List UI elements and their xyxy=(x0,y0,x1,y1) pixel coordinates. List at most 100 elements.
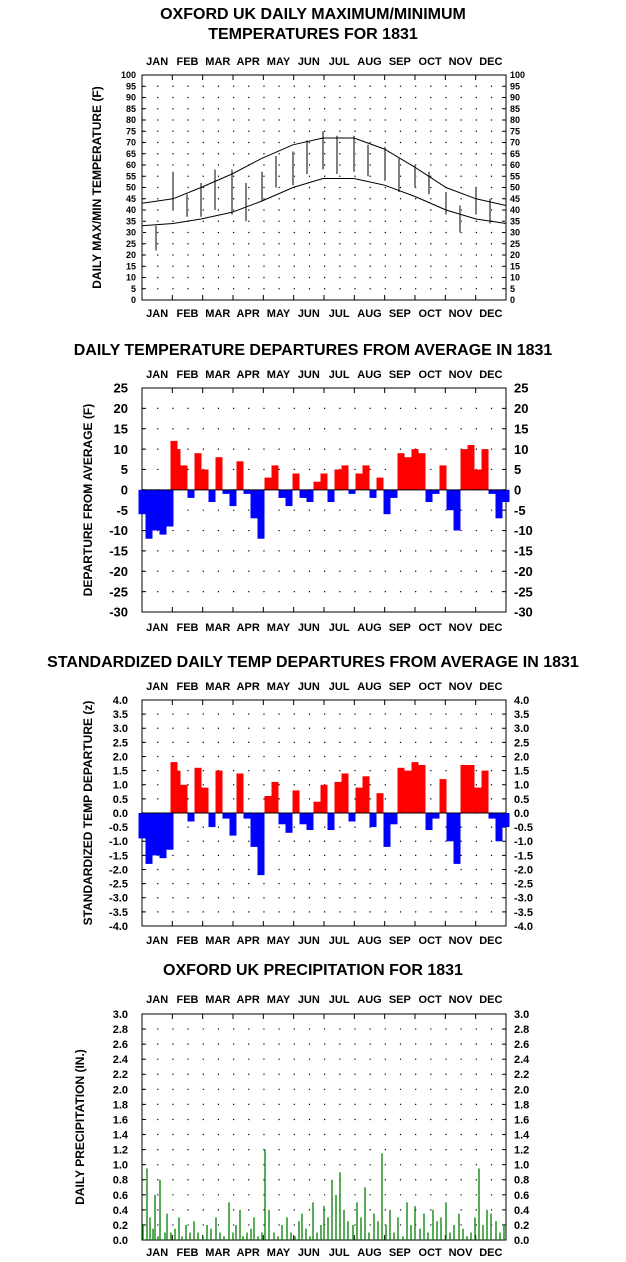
y-axis-label: DEPARTURE FROM AVERAGE (F) xyxy=(81,404,95,596)
y-tick-label-right: 55 xyxy=(510,171,520,181)
y-tick-label-right: -30 xyxy=(514,605,533,620)
y-tick-label-right: -2.0 xyxy=(514,864,533,876)
month-label-bottom: FEB xyxy=(177,308,199,320)
y-tick-label-right: 5 xyxy=(514,462,521,477)
cold-departure-bar xyxy=(187,489,195,498)
y-tick-label-right: 40 xyxy=(510,205,520,215)
y-tick-label-left: 25 xyxy=(114,381,128,396)
y-tick-label-left: -0.5 xyxy=(109,822,128,834)
y-tick-label-right: 0.2 xyxy=(514,1220,529,1232)
month-label-bottom: JUN xyxy=(298,308,320,320)
y-tick-label-left: 1.5 xyxy=(113,766,128,778)
month-label-top: FEB xyxy=(177,56,199,68)
cold-departure-bar xyxy=(229,813,237,836)
month-label-bottom: DEC xyxy=(479,935,502,947)
y-tick-label-left: -3.5 xyxy=(109,907,128,919)
month-label-top: JAN xyxy=(146,994,168,1006)
warm-departure-bar xyxy=(215,457,223,490)
y-tick-label-right: 1.2 xyxy=(514,1145,529,1157)
chart-title-line: OXFORD UK DAILY MAXIMUM/MINIMUM xyxy=(160,6,466,23)
warm-departure-bar xyxy=(201,787,209,813)
month-label-bottom: JAN xyxy=(146,622,168,634)
cold-departure-bar xyxy=(495,489,503,519)
y-tick-label-left: 100 xyxy=(121,70,136,80)
cold-departure-bar xyxy=(453,489,461,531)
y-tick-label-left: 45 xyxy=(126,194,136,204)
y-tick-label-right: 70 xyxy=(510,138,520,148)
y-tick-label-right: -2.5 xyxy=(514,879,533,891)
cold-departure-bar xyxy=(229,489,237,507)
y-tick-label-left: 65 xyxy=(126,149,136,159)
cold-departure-bar xyxy=(257,813,265,876)
month-label-bottom: DEC xyxy=(479,308,502,320)
y-tick-label-left: 0 xyxy=(131,295,136,305)
month-label-top: JUL xyxy=(329,994,350,1006)
y-tick-label-right: 1.5 xyxy=(514,766,529,778)
y-tick-label-left: 0.4 xyxy=(113,1205,129,1217)
cold-departure-bar xyxy=(145,489,153,539)
month-label-top: NOV xyxy=(449,369,474,381)
y-tick-label-left: 25 xyxy=(126,239,136,249)
warm-departure-bar xyxy=(404,457,412,490)
month-label-bottom: OCT xyxy=(419,622,443,634)
month-label-bottom: JAN xyxy=(146,935,168,947)
y-tick-label-left: 0.5 xyxy=(113,794,128,806)
month-label-bottom: NOV xyxy=(449,1247,474,1259)
y-tick-label-right: -1.5 xyxy=(514,850,533,862)
y-tick-label-right: -4.0 xyxy=(514,921,533,933)
month-label-bottom: JUN xyxy=(298,622,320,634)
cold-departure-bar xyxy=(152,489,160,531)
month-label-top: FEB xyxy=(177,994,199,1006)
y-tick-label-left: 20 xyxy=(114,401,128,416)
warm-departure-bar xyxy=(313,481,321,490)
y-tick-label-left: 1.4 xyxy=(113,1129,129,1141)
month-label-bottom: AUG xyxy=(357,622,381,634)
month-label-bottom: SEP xyxy=(389,308,411,320)
month-label-bottom: MAR xyxy=(205,935,230,947)
month-label-top: OCT xyxy=(419,56,443,68)
y-tick-label-right: 1.6 xyxy=(514,1114,529,1126)
y-tick-label-right: 50 xyxy=(510,183,520,193)
warm-departure-bar xyxy=(467,765,475,813)
warm-departure-bar xyxy=(292,473,300,490)
month-label-top: APR xyxy=(237,994,260,1006)
cold-departure-bar xyxy=(299,489,307,498)
month-label-bottom: JUL xyxy=(329,308,350,320)
month-label-top: JUN xyxy=(298,56,320,68)
warm-departure-bar xyxy=(362,776,370,813)
y-tick-label-right: 1.0 xyxy=(514,1160,529,1172)
y-tick-label-right: 20 xyxy=(510,250,520,260)
warm-departure-bar xyxy=(404,770,412,813)
normal-min-line xyxy=(141,178,507,227)
cold-departure-bar xyxy=(390,813,398,825)
month-label-top: DEC xyxy=(479,681,502,693)
month-label-bottom: MAY xyxy=(267,1247,291,1259)
y-tick-label-left: 1.6 xyxy=(113,1114,128,1126)
cold-departure-bar xyxy=(187,813,195,822)
cold-departure-bar xyxy=(432,813,440,819)
y-tick-label-left: 1.0 xyxy=(113,780,128,792)
month-label-top: JAN xyxy=(146,56,168,68)
y-tick-label-right: 0.8 xyxy=(514,1175,529,1187)
warm-departure-bar xyxy=(376,477,384,490)
warm-departure-bar xyxy=(236,461,244,490)
y-tick-label-right: 90 xyxy=(510,93,520,103)
cold-departure-bar xyxy=(285,489,293,507)
cold-departure-bar xyxy=(327,813,335,830)
y-tick-label-left: 2.4 xyxy=(113,1054,129,1066)
y-tick-label-right: 3.0 xyxy=(514,723,529,735)
y-tick-label-left: -20 xyxy=(109,564,128,579)
y-tick-label-right: 1.0 xyxy=(514,780,529,792)
month-label-top: MAY xyxy=(267,681,291,693)
cold-departure-bar xyxy=(159,813,167,859)
y-tick-label-right: 30 xyxy=(510,228,520,238)
y-tick-label-left: -2.0 xyxy=(109,864,128,876)
y-tick-label-left: 1.0 xyxy=(113,1160,128,1172)
y-tick-label-right: 35 xyxy=(510,216,520,226)
month-label-top: NOV xyxy=(449,681,474,693)
y-tick-label-right: 4.0 xyxy=(514,695,529,707)
y-tick-label-left: 15 xyxy=(126,261,136,271)
warm-departure-bar xyxy=(460,765,468,813)
y-tick-label-left: 2.2 xyxy=(113,1069,128,1081)
month-label-bottom: DEC xyxy=(479,622,502,634)
